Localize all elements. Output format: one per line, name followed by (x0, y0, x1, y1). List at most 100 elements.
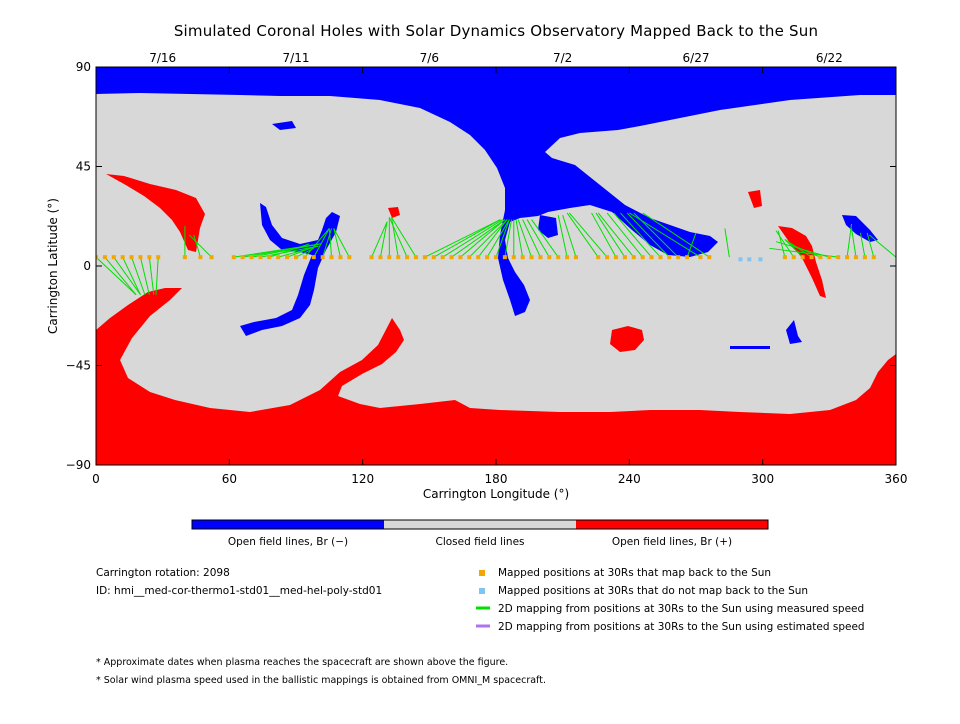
mapped-point (96, 255, 98, 260)
colorbar-label-positive: Open field lines, Br (+) (612, 536, 732, 548)
mapping-line (784, 239, 804, 258)
mapped-point (782, 255, 787, 260)
mapping-line (193, 234, 201, 258)
x-tick-label: 360 (885, 472, 908, 486)
mapped-point (836, 255, 841, 260)
y-axis-label: Carrington Latitude (°) (46, 198, 60, 334)
mapping-line (769, 247, 839, 258)
mapping-line (251, 243, 321, 258)
mapped-point (547, 255, 552, 260)
north-polar-coronal-hole (96, 67, 896, 316)
mapping-line (486, 219, 510, 258)
mapped-point (369, 255, 374, 260)
mapped-point (231, 255, 236, 260)
mapped-point (467, 255, 472, 260)
y-tick-label: 90 (76, 60, 91, 74)
mapping-line (113, 256, 141, 296)
legend-label-not-mapped: Mapped positions at 30Rs that do not map… (498, 585, 808, 597)
mapped-point (640, 255, 645, 260)
mapping-line (595, 212, 626, 258)
y-tick-label: −45 (66, 359, 91, 373)
mapped-point (871, 255, 876, 260)
mapped-point (827, 255, 832, 260)
mapping-line (104, 256, 137, 296)
mapped-point (658, 255, 663, 260)
thin-negative-strip (730, 346, 770, 349)
mapped-point (431, 255, 436, 260)
mapped-point (685, 255, 690, 260)
mapped-point (405, 255, 410, 260)
mapped-point (862, 255, 867, 260)
colorbar-label-negative: Open field lines, Br (−) (228, 536, 348, 548)
mapped-point (147, 255, 152, 260)
mapped-point (485, 255, 490, 260)
mapping-line (333, 228, 350, 258)
x-tick-label: 60 (222, 472, 237, 486)
note-dates: * Approximate dates when plasma reaches … (96, 657, 508, 668)
mapping-line (866, 232, 875, 258)
top-date-label: 7/16 (149, 51, 176, 65)
east-negative-hole (842, 215, 878, 242)
synoptic-map (96, 67, 896, 465)
mapped-point (529, 255, 534, 260)
mapping-line (313, 228, 330, 258)
y-tick-label: −90 (66, 458, 91, 472)
mapping-line (566, 212, 599, 258)
mapped-point (347, 255, 352, 260)
x-tick-label: 240 (618, 472, 641, 486)
mapped-point (129, 255, 134, 260)
mapped-point (458, 255, 463, 260)
mapping-line (388, 217, 408, 258)
model-id-text: ID: hmi__med-cor-thermo1-std01__med-hel-… (96, 585, 382, 597)
chart-title: Simulated Coronal Holes with Solar Dynam… (174, 22, 818, 40)
northwest-positive-hole (106, 174, 205, 252)
y-tick-label: 0 (83, 259, 91, 273)
mapping-line (562, 214, 577, 258)
mapped-point (414, 255, 418, 260)
mapping-line (155, 257, 159, 295)
mapping-line (597, 212, 635, 258)
mapped-point (605, 255, 610, 260)
mapped-point (511, 255, 516, 260)
mapping-line (379, 221, 388, 258)
mapping-line (468, 219, 508, 258)
mapping-line (131, 256, 146, 295)
mapped-point (302, 255, 307, 260)
mapping-line (606, 212, 644, 258)
mapping-line (391, 217, 417, 258)
mapped-point (249, 255, 254, 260)
mapping-line (620, 212, 661, 258)
mapped-point (294, 255, 298, 260)
mapped-point (502, 255, 507, 260)
colorbar-negative (192, 520, 384, 529)
mapped-point (818, 255, 823, 260)
mapping-line (139, 257, 150, 295)
mapped-point (707, 255, 712, 260)
mapped-point (422, 255, 427, 260)
mapping-line (477, 219, 508, 258)
mapped-point (649, 255, 654, 260)
mapped-point (698, 255, 703, 260)
legend-marker-not-mapped (479, 588, 485, 594)
mapping-line (642, 212, 710, 258)
mapped-point (622, 255, 627, 260)
note-speed-source: * Solar wind plasma speed used in the ba… (96, 675, 546, 686)
mapping-line (846, 223, 853, 258)
legend-label-mapped: Mapped positions at 30Rs that map back t… (498, 567, 771, 579)
top-date-label: 7/11 (283, 51, 310, 65)
small-positive-patch (388, 207, 400, 218)
mapped-point (258, 255, 263, 260)
mapping-line (148, 257, 155, 295)
mapped-point (667, 255, 672, 260)
mapped-point (182, 255, 187, 260)
mapping-line (269, 243, 310, 258)
mapped-point (198, 255, 203, 260)
unmapped-point (738, 257, 743, 262)
top-date-label: 6/22 (816, 51, 843, 65)
mapping-line (515, 219, 524, 258)
mapped-point (845, 255, 850, 260)
top-date-labels: 7/16 7/11 7/6 7/2 6/27 6/22 (149, 51, 843, 65)
east-positive-hole (778, 226, 826, 298)
small-positive-hole (610, 326, 644, 352)
